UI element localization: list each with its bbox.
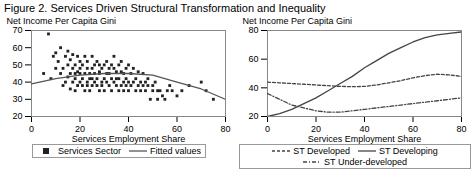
svg-text:Services Employment Share: Services Employment Share [72, 134, 186, 144]
svg-text:40: 40 [359, 124, 369, 134]
svg-text:Net Income Per Capita Gini: Net Income Per Capita Gini [7, 16, 117, 26]
svg-text:40: 40 [248, 83, 258, 93]
svg-text:40: 40 [123, 124, 133, 134]
svg-text:20: 20 [75, 124, 85, 134]
svg-text:0: 0 [265, 124, 270, 134]
svg-text:40: 40 [12, 77, 22, 87]
html-text:Services Sector: Services Sector [58, 146, 121, 156]
svg-text:80: 80 [220, 124, 230, 134]
svg-text:30: 30 [12, 94, 22, 104]
svg-text:20: 20 [248, 111, 258, 121]
svg-text:80: 80 [456, 124, 466, 134]
svg-text:70: 70 [12, 25, 22, 35]
svg-text:Net Income Per Capita Gini: Net Income Per Capita Gini [243, 16, 353, 26]
svg-text:60: 60 [408, 124, 418, 134]
svg-text:60: 60 [172, 124, 182, 134]
html-text:ST Developed: ST Developed [293, 146, 350, 156]
html-text:Figure 2. Services Driven Stru: Figure 2. Services Driven Structural Tra… [4, 2, 326, 14]
svg-text:20: 20 [12, 111, 22, 121]
svg-text:50: 50 [12, 60, 22, 70]
svg-text:0: 0 [29, 124, 34, 134]
svg-text:20: 20 [311, 124, 321, 134]
svg-text:60: 60 [248, 54, 258, 64]
html-text:ST Developing: ST Developing [379, 146, 438, 156]
html-text:Fitted values: Fitted values [150, 146, 201, 156]
svg-text:80: 80 [248, 25, 258, 35]
html-text:ST Under-developed: ST Under-developed [324, 157, 407, 167]
svg-text:Services Employment Share: Services Employment Share [308, 134, 422, 144]
svg-text:60: 60 [12, 43, 22, 53]
